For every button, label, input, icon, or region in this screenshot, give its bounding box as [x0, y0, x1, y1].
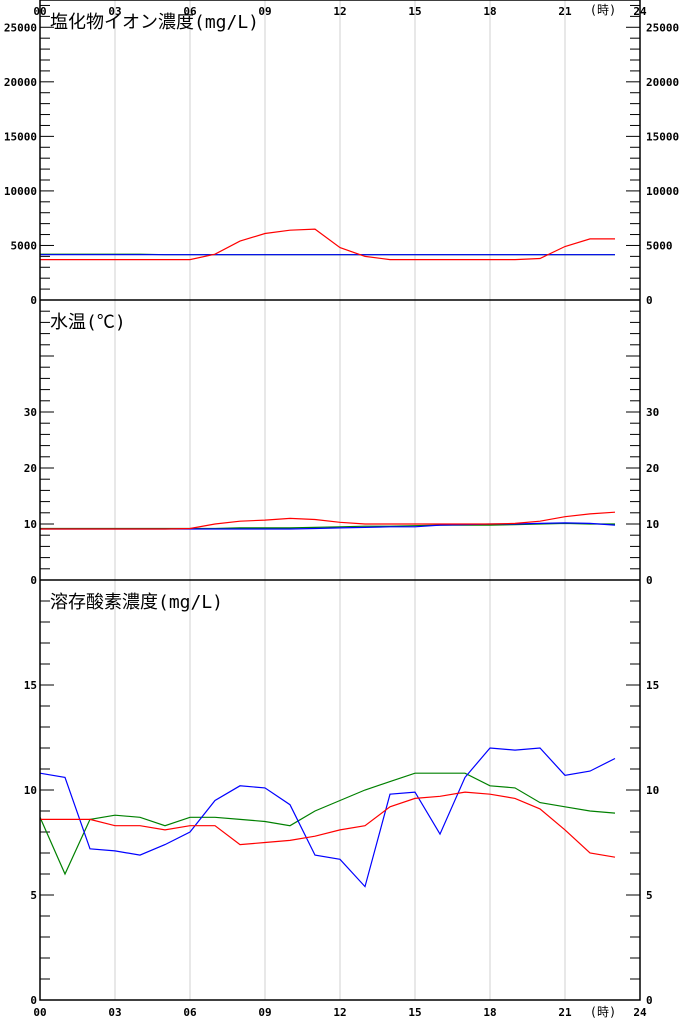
y-tick-label-right: 25000: [646, 21, 679, 34]
y-tick-label-right: 10: [646, 518, 659, 531]
x-tick-label-bottom: 00: [33, 1006, 46, 1019]
x-tick-label-bottom: 24: [633, 1006, 647, 1019]
x-tick-label-bottom: 15: [408, 1006, 421, 1019]
x-tick-label-top: 12: [333, 5, 346, 18]
y-tick-label-right: 15000: [646, 130, 679, 143]
y-tick-label-right: 5: [646, 889, 653, 902]
panel-title: 塩化物イオン濃度(mg/L): [50, 12, 259, 33]
y-tick-label-left: 10: [24, 518, 37, 531]
x-unit-label-bottom: (時): [590, 1005, 616, 1019]
y-tick-label-left: 30: [24, 406, 37, 419]
y-tick-label-right: 0: [646, 574, 653, 587]
x-tick-label-bottom: 03: [108, 1006, 121, 1019]
y-tick-label-left: 15000: [4, 130, 37, 143]
x-tick-label-top: 00: [33, 5, 46, 18]
y-tick-label-left: 15: [24, 679, 37, 692]
panel-title: 水温(℃): [50, 312, 126, 333]
y-tick-label-right: 15: [646, 679, 659, 692]
y-tick-label-left: 20: [24, 462, 37, 475]
plot-frame: [39, 0, 641, 1001]
x-tick-label-top: 15: [408, 5, 421, 18]
x-tick-label-top: 03: [108, 5, 121, 18]
y-tick-label-right: 10000: [646, 185, 679, 198]
y-tick-label-right: 0: [646, 294, 653, 307]
y-tick-label-left: 5: [30, 889, 37, 902]
y-tick-label-right: 20000: [646, 76, 679, 89]
series-line: [39, 772, 616, 876]
y-tick-label-right: 5000: [646, 239, 673, 252]
series-line: [40, 228, 615, 261]
y-tick-label-left: 10: [24, 784, 37, 797]
y-tick-label-right: 30: [646, 406, 659, 419]
x-tick-label-top: 06: [183, 5, 197, 18]
series-line: [40, 511, 616, 530]
x-tick-label-top: 09: [258, 5, 271, 18]
y-tick-label-left: 0: [30, 574, 37, 587]
y-tick-label-left: 25000: [4, 21, 37, 34]
y-tick-label-right: 10: [646, 784, 659, 797]
x-tick-label-bottom: 21: [558, 1006, 572, 1019]
x-tick-label-top: 24: [633, 5, 647, 18]
x-tick-label-bottom: 18: [483, 1006, 496, 1019]
panel-title: 溶存酸素濃度(mg/L): [50, 592, 223, 613]
x-tick-label-bottom: 12: [333, 1006, 346, 1019]
y-tick-label-left: 5000: [11, 239, 38, 252]
y-tick-label-right: 0: [646, 994, 653, 1007]
x-tick-label-top: 18: [483, 5, 496, 18]
y-tick-label-right: 20: [646, 462, 659, 475]
y-tick-label-left: 10000: [4, 185, 37, 198]
x-tick-label-bottom: 09: [258, 1006, 271, 1019]
x-unit-label-top: (時): [590, 3, 616, 17]
series-line: [39, 747, 616, 888]
y-tick-label-left: 20000: [4, 76, 37, 89]
y-tick-label-left: 0: [30, 994, 37, 1007]
x-tick-label-bottom: 06: [183, 1006, 197, 1019]
x-tick-label-top: 21: [558, 5, 572, 18]
y-tick-label-left: 0: [30, 294, 37, 307]
series-line: [40, 791, 616, 858]
